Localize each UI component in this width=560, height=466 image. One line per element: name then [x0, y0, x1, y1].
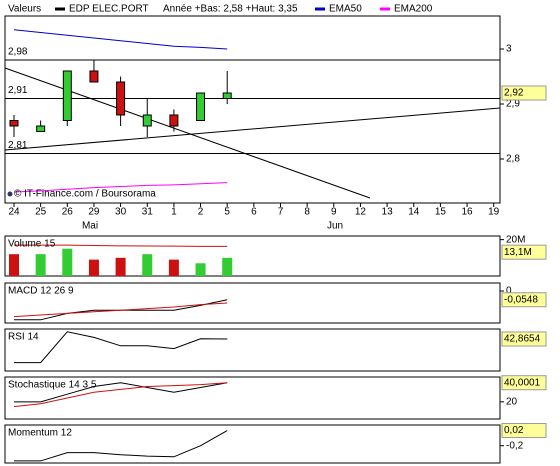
level-label: 2,81	[8, 140, 28, 151]
x-tick-label: 30	[115, 207, 127, 218]
main-frame	[4, 15, 501, 204]
volume-bar	[222, 257, 233, 276]
last-value-label: 2,92	[504, 88, 524, 99]
panel-title: RSI 14	[8, 332, 39, 343]
x-tick-label: 15	[435, 207, 447, 218]
volume-bar	[168, 259, 179, 276]
candle-body	[9, 120, 19, 127]
last-value-label: 0,02	[504, 425, 524, 436]
last-value-box	[501, 331, 547, 347]
x-tick-label: 14	[408, 207, 420, 218]
header-label: Valeurs	[8, 4, 41, 15]
trend-line	[4, 107, 501, 151]
last-value-label: -0,0548	[504, 294, 538, 305]
panel-frame	[4, 282, 501, 324]
x-tick-label: 29	[88, 207, 100, 218]
x-tick-label: 12	[355, 207, 367, 218]
y-tick-label: -0,2	[506, 440, 524, 451]
panel-title: Stochastique 14 3 5	[8, 380, 97, 391]
series-line	[13, 382, 228, 408]
last-value-box	[501, 375, 547, 391]
x-tick-label: 1	[171, 207, 177, 218]
last-value-box	[501, 244, 547, 260]
x-tick-label: 7	[278, 207, 284, 218]
subtitle: Année +Bas: 2,58 +Haut: 3,35	[163, 4, 298, 15]
volume-bar	[35, 254, 46, 276]
legend-label: EDP ELEC.PORT	[69, 4, 149, 15]
panel-frame	[4, 235, 501, 277]
x-tick-label: 2	[198, 207, 204, 218]
panel-frame	[4, 328, 501, 372]
x-tick-label: 24	[8, 207, 20, 218]
panel-title: Momentum 12	[8, 428, 72, 439]
panel-frame	[4, 376, 501, 420]
candle-body	[196, 92, 206, 121]
y-tick-label: 3	[506, 44, 512, 55]
volume-bar	[195, 263, 206, 276]
legend-label: EMA200	[394, 4, 433, 15]
source: © IT-Finance.com / Boursorama	[14, 189, 156, 200]
last-value-box	[501, 292, 547, 308]
x-tick-label: 26	[62, 207, 74, 218]
candle-body	[89, 70, 99, 83]
series-line	[13, 302, 228, 318]
source-icon	[7, 191, 13, 197]
y-tick-label: 0	[506, 286, 512, 297]
candle-body	[62, 70, 72, 121]
panel-frame	[4, 424, 501, 464]
y-tick-label: 20M	[506, 234, 525, 245]
series-line	[14, 244, 228, 247]
series-line	[14, 331, 228, 364]
candle-body	[222, 92, 232, 99]
month-label: Mai	[82, 221, 98, 232]
level-label: 2,91	[8, 85, 28, 96]
last-value-label: 42,8654	[504, 334, 541, 345]
legend-label: EMA50	[329, 4, 362, 15]
candle-body	[142, 114, 152, 127]
last-value-label: 40,0001	[504, 377, 541, 388]
series-line	[13, 182, 228, 193]
x-tick-label: 19	[488, 207, 500, 218]
panel-title: MACD 12 26 9	[8, 286, 74, 297]
volume-bar	[88, 259, 99, 276]
volume-bar	[142, 254, 153, 276]
y-tick-label: 2,9	[506, 99, 520, 110]
volume-bar	[115, 257, 126, 276]
level-label: 2,98	[8, 47, 28, 58]
last-value-box	[501, 423, 547, 439]
candle-body	[169, 114, 179, 127]
y-tick-label: 20	[506, 396, 518, 407]
month-label: Jun	[327, 221, 343, 232]
x-tick-label: 8	[304, 207, 310, 218]
volume-bar	[9, 254, 19, 276]
y-tick-label: 2,8	[506, 154, 520, 165]
x-tick-label: 6	[251, 207, 257, 218]
x-tick-label: 5	[224, 207, 230, 218]
last-value-box	[501, 85, 547, 101]
panel-title: Volume 15	[8, 239, 56, 250]
x-tick-label: 16	[461, 207, 473, 218]
series-line	[13, 29, 228, 50]
x-tick-label: 9	[331, 207, 337, 218]
x-tick-label: 13	[382, 207, 394, 218]
series-line	[14, 382, 228, 403]
x-tick-label: 31	[142, 207, 154, 218]
candle-body	[36, 125, 46, 132]
volume-bar	[62, 248, 73, 276]
last-value-label: 13,1M	[504, 247, 532, 258]
x-tick-label: 25	[35, 207, 47, 218]
candle-body	[116, 81, 126, 116]
series-line	[14, 430, 228, 462]
